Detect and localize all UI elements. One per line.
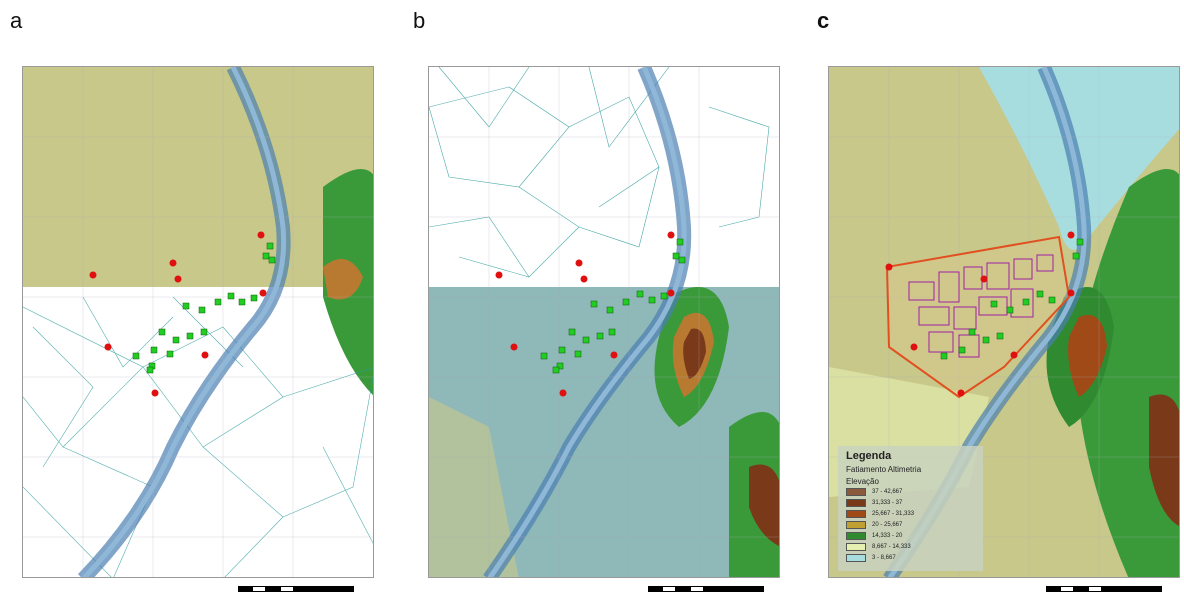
legend-swatch [846,542,866,551]
legend-row: 3 - 8,667 [846,552,983,563]
map-a-svg [23,67,373,577]
map-b-svg [429,67,779,577]
map-panel-a [22,66,374,578]
legend-swatch [846,498,866,507]
legend-swatch [846,531,866,540]
legend-row: 8,667 - 14,333 [846,541,983,552]
panel-label-b: b [413,8,426,33]
legend-swatch [846,509,866,518]
red-point [257,231,265,239]
buildings [908,254,1054,358]
red-point [201,351,209,359]
panel-label-a: a [10,8,23,33]
legend-class-label: 8,667 - 14,333 [872,543,911,550]
legend-class-label: 31,333 - 37 [872,499,903,506]
legend-row: 20 - 25,667 [846,519,983,530]
scale-bar-b [648,586,764,594]
legend-title: Legenda [846,450,892,462]
site-boundary [885,235,1071,399]
legend-class-label: 3 - 8,667 [872,554,896,561]
red-point [259,289,267,297]
legend-subtitle: Fatiamento Altimetria [846,465,922,474]
red-point [89,271,97,279]
legend-row: 37 - 42,667 [846,486,983,497]
legend-swatch [846,487,866,496]
legend-row: 31,333 - 37 [846,497,983,508]
legend-class-label: 25,667 - 31,333 [872,510,915,517]
map-panel-b [428,66,780,578]
legend-row: 14,333 - 20 [846,530,983,541]
red-point [169,259,177,267]
legend-row: 25,667 - 31,333 [846,508,983,519]
legend-class-label: 37 - 42,667 [872,488,903,495]
scale-bar-c [1046,586,1162,594]
panel-label-c: c [817,8,830,33]
legend-swatch [846,520,866,529]
red-point [174,275,182,283]
map-legend: Legenda Fatiamento Altimetria Elevação 3… [838,446,983,571]
scale-bar-a [238,586,354,594]
legend-field: Elevação [846,477,879,486]
legend-swatch [846,553,866,562]
red-point [151,389,159,397]
legend-class-label: 20 - 25,667 [872,521,903,528]
legend-class-label: 14,333 - 20 [872,532,903,539]
red-point [104,343,112,351]
